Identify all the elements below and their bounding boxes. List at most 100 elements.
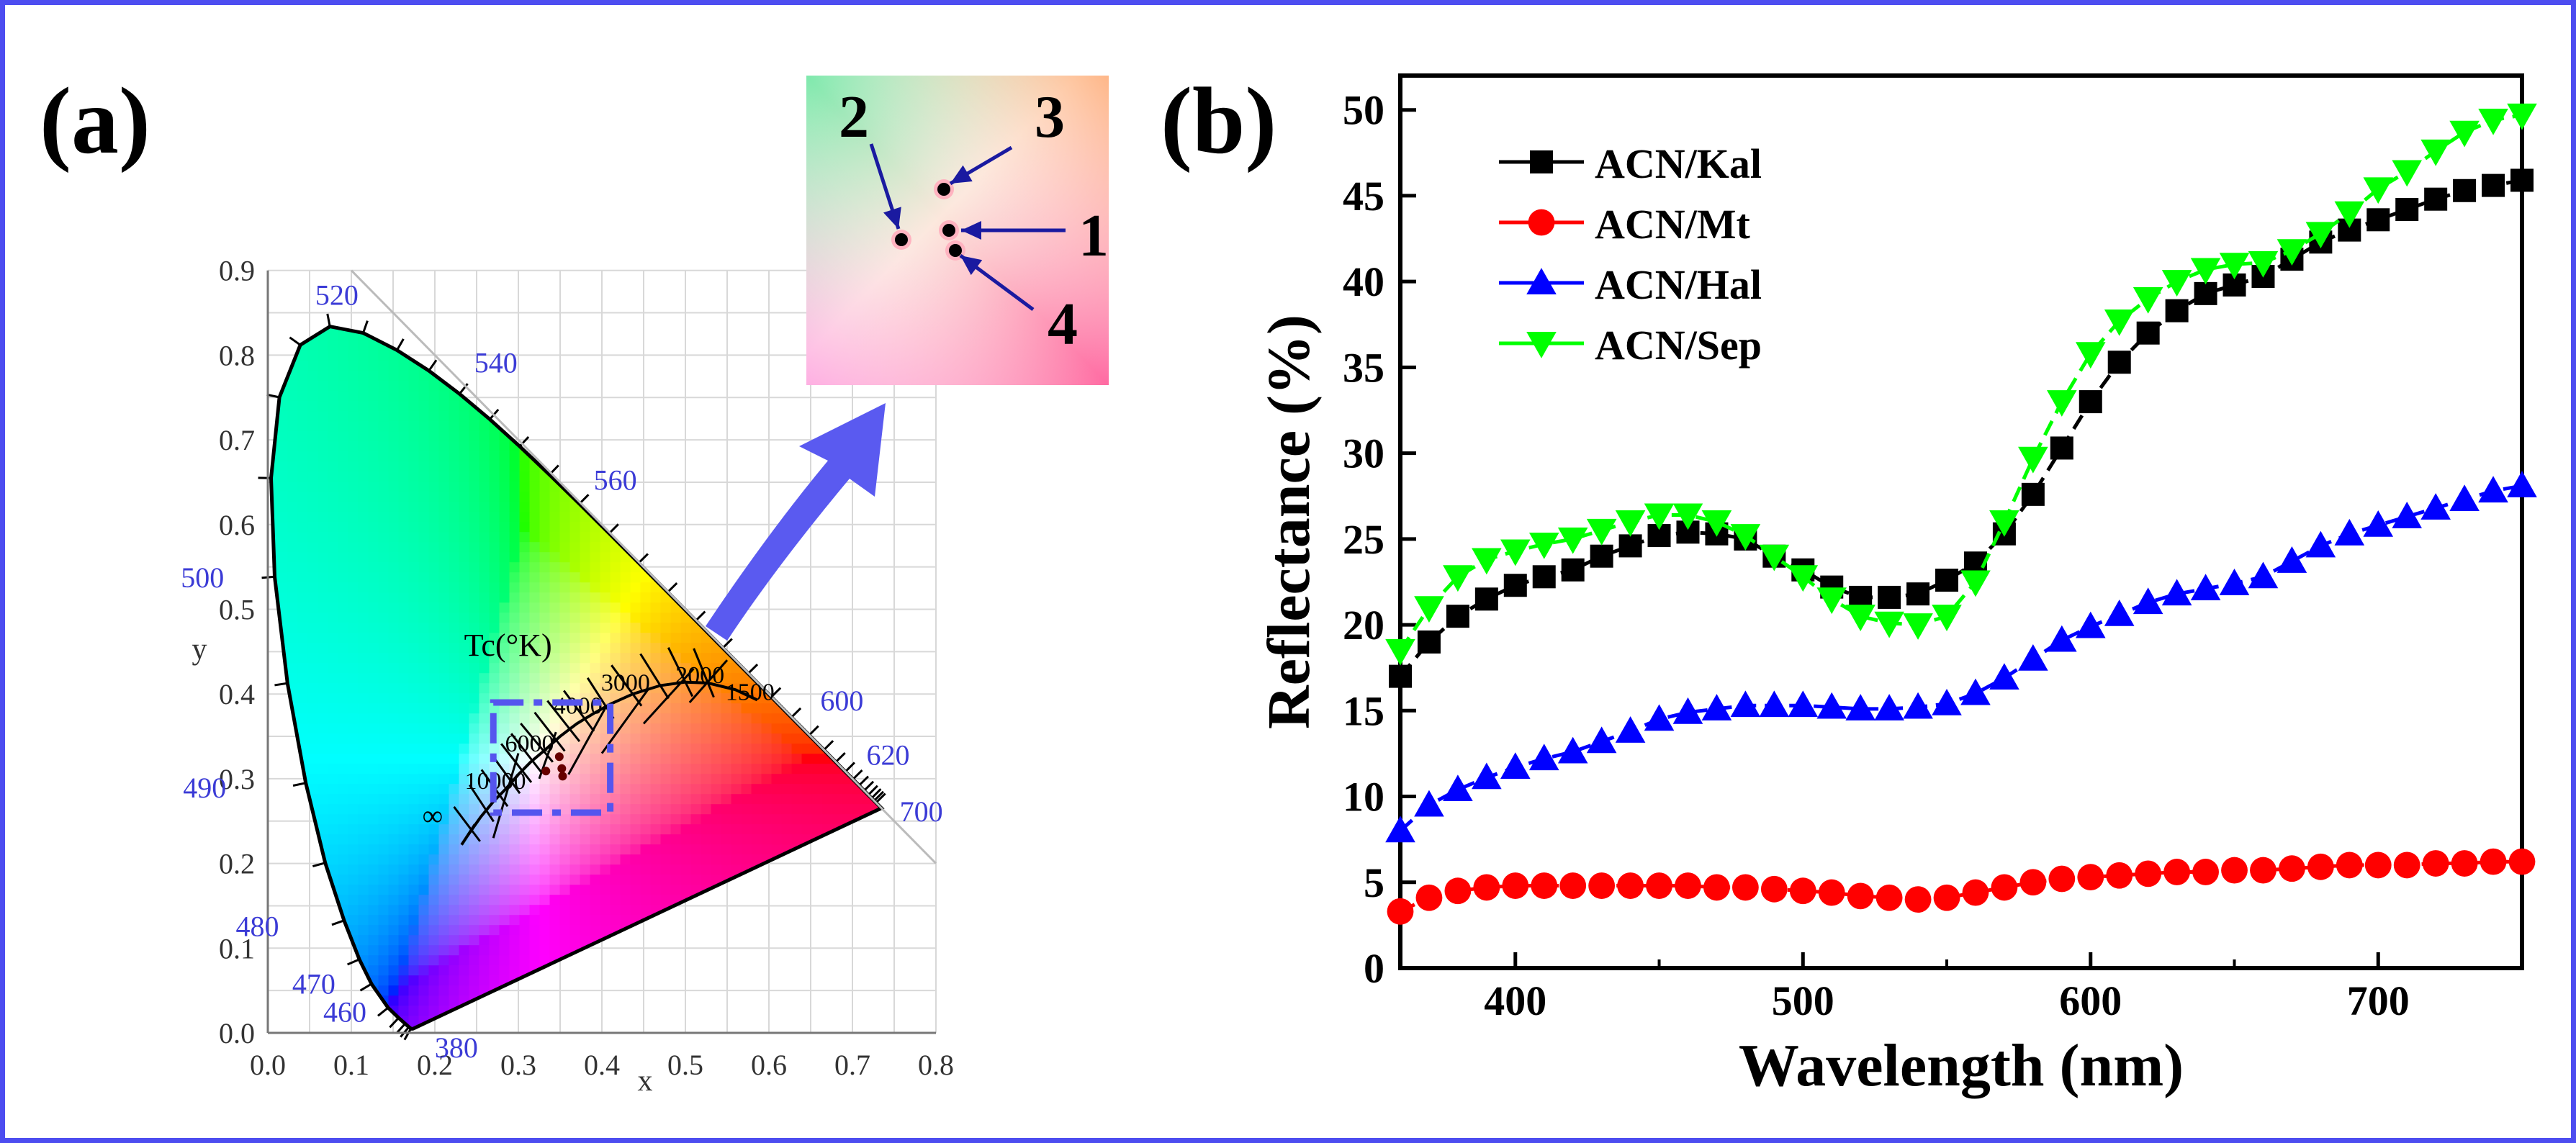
color-cell <box>670 844 682 856</box>
color-cell <box>711 834 722 846</box>
color-cell <box>883 592 893 603</box>
color-cell <box>399 290 410 301</box>
color-cell <box>271 723 279 735</box>
color-cell <box>711 542 722 554</box>
color-cell <box>368 613 379 624</box>
color-cell <box>418 703 430 715</box>
color-cell <box>791 602 803 614</box>
color-cell <box>428 411 440 423</box>
color-cell <box>519 330 531 342</box>
color-cell <box>287 945 299 957</box>
color-cell <box>277 875 289 886</box>
color-cell <box>428 451 440 463</box>
color-cell <box>479 723 490 735</box>
color-cell <box>711 592 722 604</box>
color-cell <box>690 371 702 382</box>
color-cell <box>721 844 732 856</box>
color-cell <box>842 945 853 957</box>
color-cell <box>630 713 641 725</box>
color-cell <box>842 885 853 896</box>
color-cell <box>781 935 793 947</box>
color-cell <box>489 975 500 987</box>
color-cell <box>569 532 581 543</box>
color-cell <box>449 844 460 856</box>
color-cell <box>489 875 500 886</box>
color-cell <box>811 401 823 412</box>
color-cell <box>792 300 803 311</box>
isotemperature-line <box>533 711 566 752</box>
color-cell <box>791 935 803 947</box>
color-cell <box>711 663 722 674</box>
color-cell <box>499 633 510 644</box>
color-cell <box>489 326 500 332</box>
color-cell <box>711 844 722 856</box>
color-cell <box>590 592 601 604</box>
color-cell <box>640 895 652 906</box>
color-cell <box>277 804 289 816</box>
color-cell <box>690 1016 702 1027</box>
color-cell <box>469 945 480 957</box>
color-cell <box>338 421 349 433</box>
color-cell <box>751 925 762 936</box>
color-cell <box>680 744 692 755</box>
color-cell <box>761 623 773 634</box>
color-cell <box>751 653 762 664</box>
y-tick-label: 0.4 <box>219 678 255 710</box>
isotemperature-lines <box>453 647 729 846</box>
color-cell <box>388 391 400 402</box>
color-cell <box>883 995 893 1006</box>
color-cell <box>711 733 722 745</box>
color-cell <box>449 532 460 543</box>
color-cell <box>489 492 500 503</box>
color-cell <box>791 552 803 564</box>
color-cell <box>287 522 299 533</box>
locus-tick <box>867 785 878 796</box>
color-cell <box>741 542 752 554</box>
color-cell <box>549 381 561 392</box>
color-cell <box>418 995 430 1007</box>
color-cell <box>307 482 319 493</box>
color-cell <box>459 522 470 533</box>
color-cell <box>449 955 460 967</box>
color-cell <box>650 532 662 543</box>
color-cell <box>368 683 379 695</box>
color-cell <box>771 1026 783 1029</box>
color-cell <box>398 381 410 392</box>
color-cell <box>358 552 369 564</box>
color-cell <box>731 935 742 947</box>
color-cell <box>640 502 652 513</box>
color-cell <box>610 330 621 342</box>
color-cell <box>559 613 571 624</box>
color-cell <box>791 673 803 685</box>
color-cell <box>271 1026 279 1029</box>
color-cell <box>378 643 389 654</box>
color-cell <box>388 411 400 423</box>
color-cell <box>852 925 863 936</box>
color-cell <box>821 602 833 614</box>
color-cell <box>418 582 430 594</box>
color-cell <box>318 411 329 423</box>
color-cell <box>318 371 329 382</box>
color-cell <box>771 804 783 816</box>
color-cell <box>359 290 369 301</box>
color-cell <box>620 1016 631 1027</box>
color-cell <box>761 703 773 715</box>
color-cell <box>741 441 752 453</box>
color-cell <box>569 935 581 947</box>
color-cell <box>529 351 541 362</box>
color-cell <box>348 623 359 634</box>
color-cell <box>277 895 289 906</box>
color-cell <box>408 975 420 987</box>
color-cell <box>701 562 712 574</box>
color-cell <box>731 965 742 977</box>
color-cell <box>499 673 510 685</box>
color-cell <box>731 955 742 967</box>
color-cell <box>338 371 349 382</box>
color-cell <box>580 522 591 533</box>
color-cell <box>862 955 873 967</box>
color-cell <box>348 744 359 755</box>
color-cell <box>388 794 400 805</box>
color-cell <box>539 643 551 654</box>
inset-arrow-head <box>960 256 983 276</box>
color-cell <box>792 280 803 291</box>
